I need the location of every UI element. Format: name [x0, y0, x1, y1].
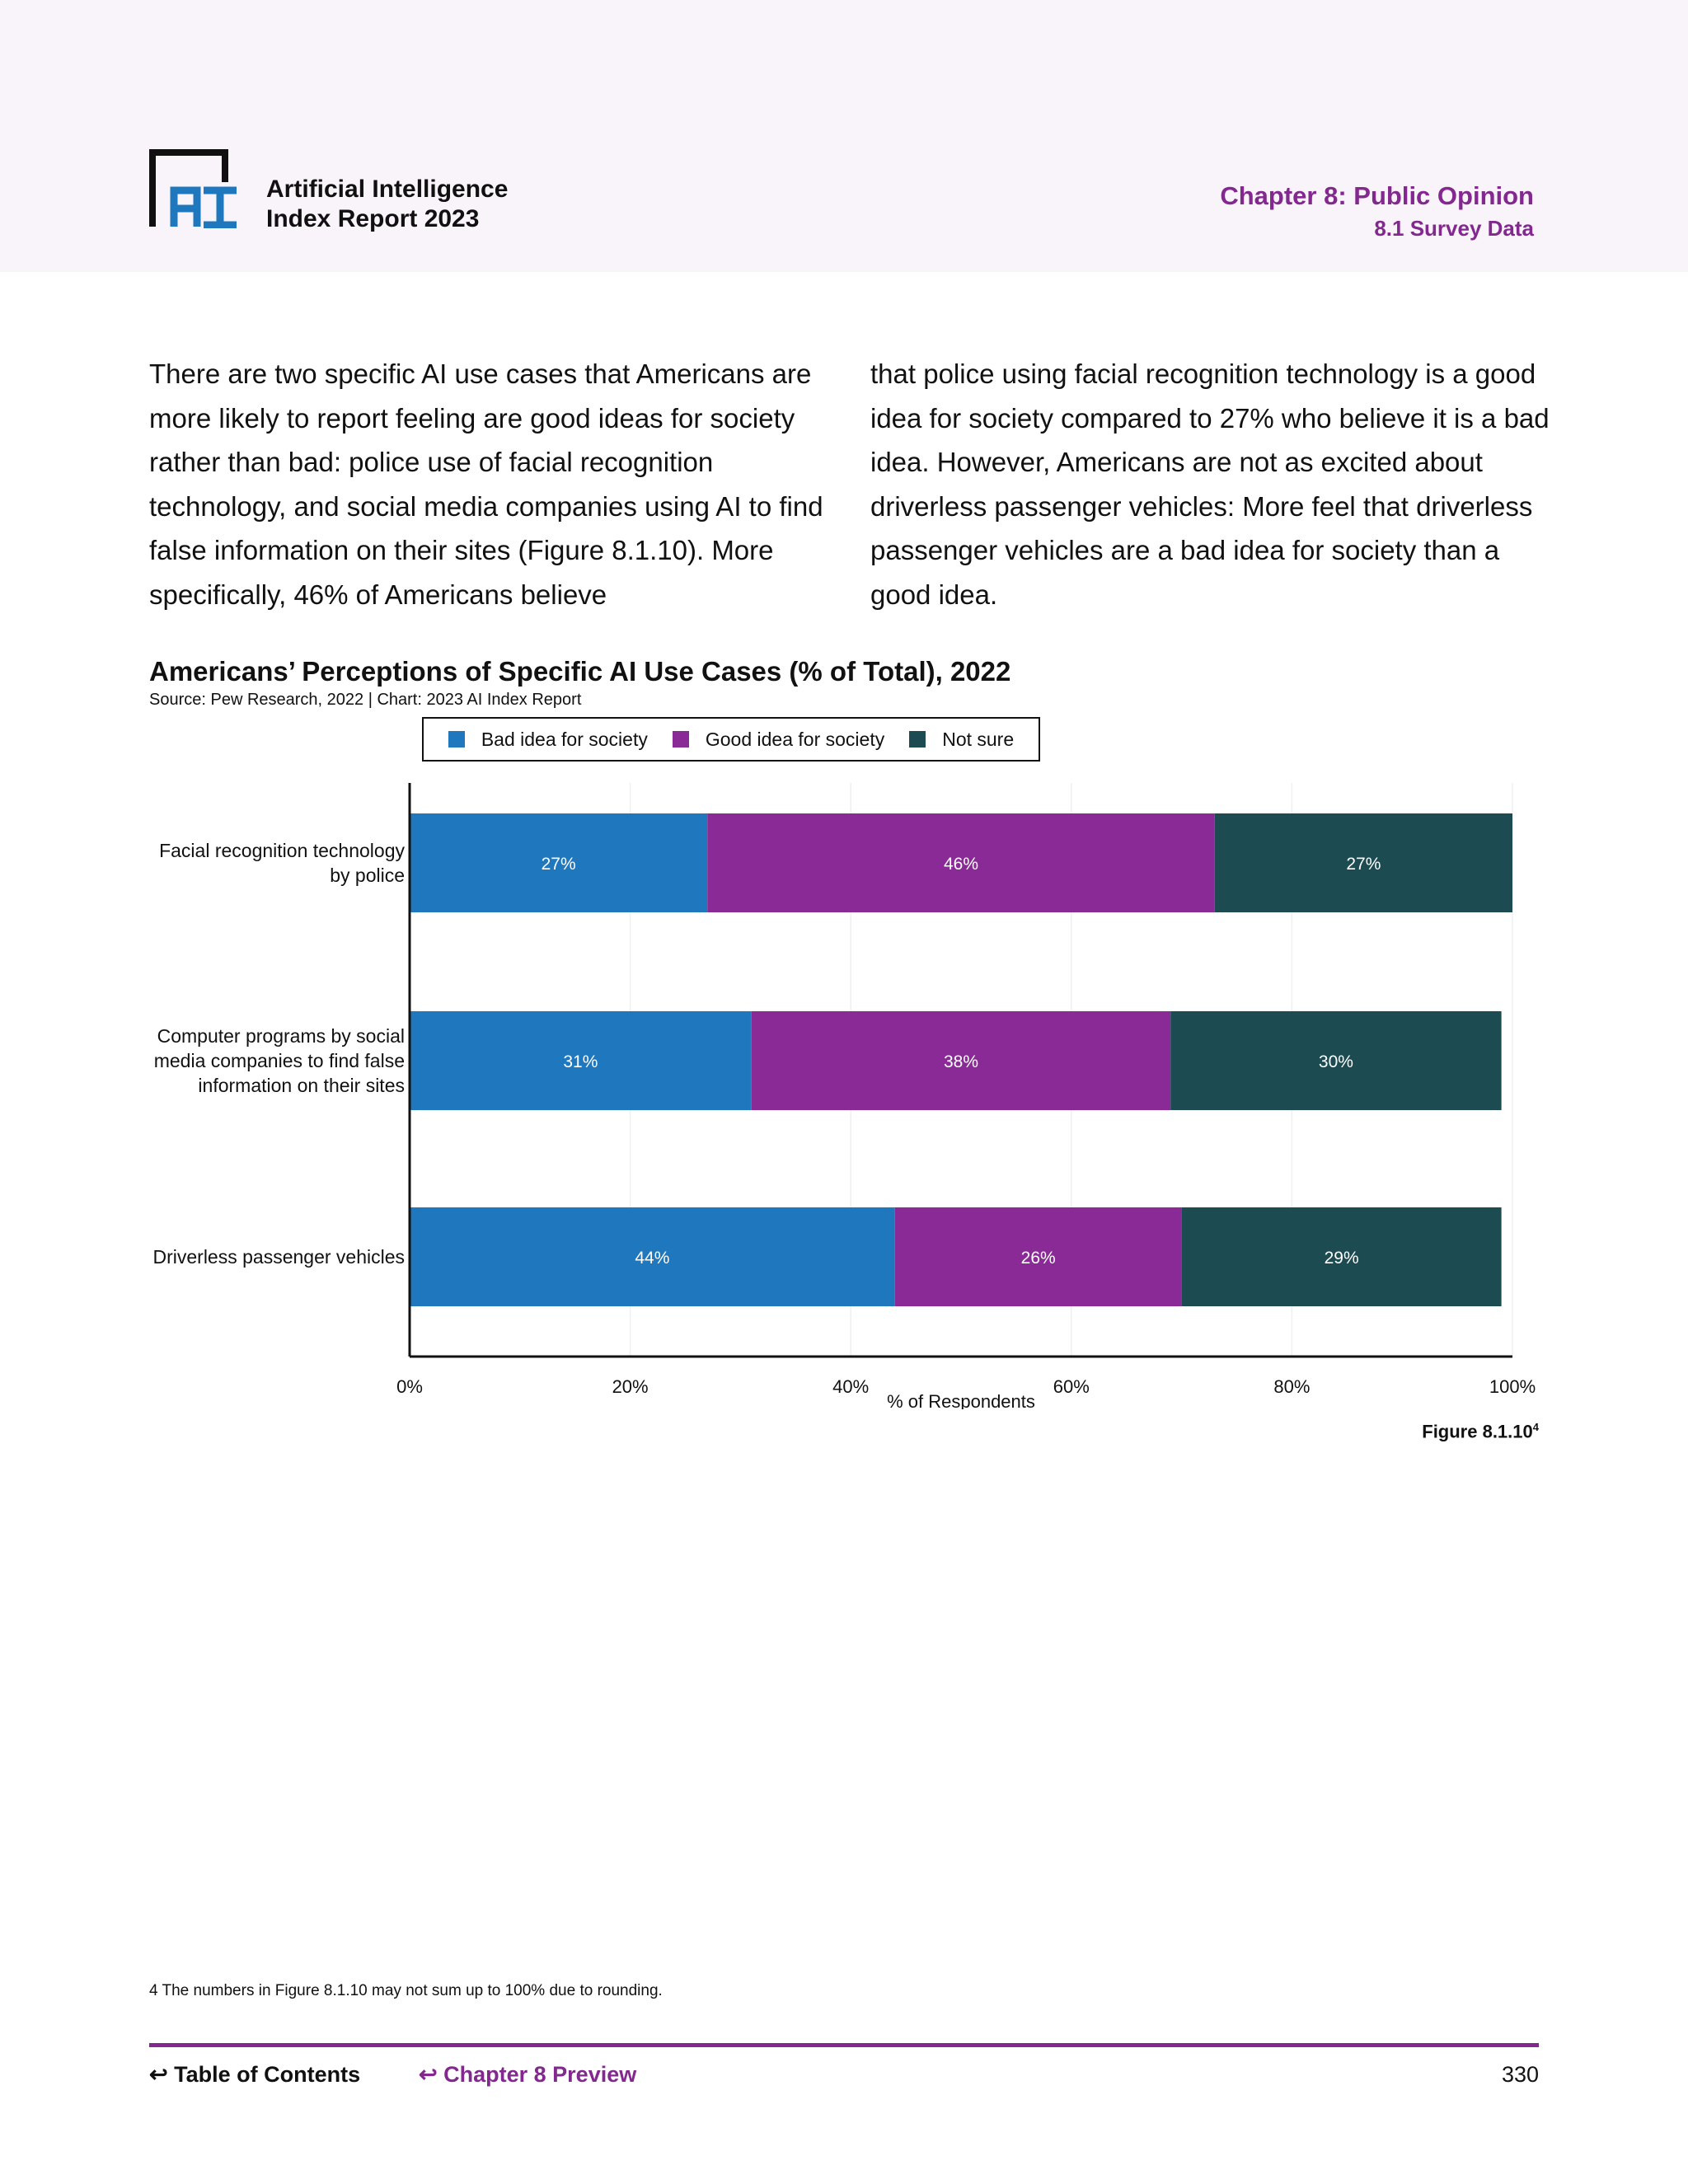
bar-segment	[751, 1011, 1171, 1110]
figure-number: Figure 8.1.10	[1422, 1421, 1533, 1442]
legend-item-not-sure: Not sure	[909, 729, 1014, 751]
x-tick-label: 80%	[1273, 1376, 1310, 1397]
chapter-preview-label: Chapter 8 Preview	[443, 2062, 637, 2087]
x-tick-label: 20%	[612, 1376, 649, 1397]
body-text-col1: There are two specific AI use cases that…	[149, 359, 823, 610]
section-title: 8.1 Survey Data	[1374, 216, 1534, 241]
data-label: 44%	[635, 1249, 669, 1268]
brand-line2: Index Report 2023	[266, 205, 480, 232]
x-axis-title: % of Respondents	[887, 1391, 1035, 1409]
data-label: 38%	[944, 1052, 978, 1071]
data-label: 31%	[563, 1052, 598, 1071]
body-text-col2: that police using facial recognition tec…	[870, 359, 1550, 610]
chart-legend: Bad idea for society Good idea for socie…	[422, 717, 1040, 762]
bar-segment	[410, 813, 708, 912]
data-label: 27%	[542, 855, 576, 874]
return-arrow-icon: ↩	[149, 2062, 175, 2087]
return-arrow-icon: ↩	[419, 2062, 444, 2087]
bar-segment	[1181, 1207, 1502, 1306]
brand-line1: Artificial Intelligence	[266, 176, 509, 203]
bar-segment	[410, 1207, 895, 1306]
category-label: by police	[330, 865, 405, 886]
bar-segment	[1170, 1011, 1502, 1110]
data-label: 46%	[944, 855, 978, 874]
toc-label: Table of Contents	[174, 2062, 361, 2087]
legend-label: Not sure	[942, 728, 1015, 750]
bar-segment	[894, 1207, 1182, 1306]
bar-segment	[410, 1011, 752, 1110]
chapter-title: Chapter 8: Public Opinion	[1220, 181, 1534, 210]
x-tick-label: 100%	[1489, 1376, 1536, 1397]
bar-segment	[1214, 813, 1512, 912]
page-header	[0, 0, 1688, 272]
figure-footnote-ref: 4	[1532, 1421, 1539, 1433]
legend-swatch	[909, 731, 926, 748]
x-tick-label: 60%	[1053, 1376, 1090, 1397]
legend-swatch	[672, 731, 689, 748]
stacked-bar-chart: 0% 20% 40% 60% 80% 100% 27% 46% 27% Facial recogn…	[152, 783, 1536, 1409]
legend-label: Good idea for society	[705, 728, 885, 750]
legend-item-bad: Bad idea for society	[448, 729, 648, 751]
legend-swatch	[448, 731, 465, 748]
page-number: 330	[1501, 2062, 1539, 2087]
legend-item-good: Good idea for society	[672, 728, 885, 751]
legend-label: Bad idea for society	[481, 728, 648, 750]
footnote: 4 The numbers in Figure 8.1.10 may not s…	[149, 1982, 663, 1999]
category-label: Driverless passenger vehicles	[152, 1246, 405, 1268]
x-tick-label: 40%	[832, 1376, 869, 1397]
ai-index-logo	[149, 149, 237, 228]
footer-divider	[149, 2043, 1539, 2047]
toc-link[interactable]: ↩ Table of Contents	[149, 2062, 360, 2088]
data-label: 29%	[1325, 1249, 1359, 1268]
figure-label: Figure 8.1.104	[1422, 1421, 1539, 1442]
data-label: 27%	[1346, 855, 1381, 874]
category-label: Facial recognition technology	[159, 840, 405, 861]
category-label: information on their sites	[198, 1075, 405, 1096]
data-label: 30%	[1319, 1052, 1353, 1071]
chart-source: Source: Pew Research, 2022 | Chart: 2023…	[149, 691, 582, 709]
category-label: Computer programs by social	[157, 1025, 405, 1047]
bar-segment	[707, 813, 1215, 912]
chart-title: Americans’ Perceptions of Specific AI Us…	[149, 656, 1011, 687]
category-label: media companies to find false	[154, 1050, 405, 1071]
x-tick-label: 0%	[396, 1376, 423, 1397]
chapter-preview-link[interactable]: ↩ Chapter 8 Preview	[419, 2062, 636, 2088]
data-label: 26%	[1021, 1249, 1056, 1268]
